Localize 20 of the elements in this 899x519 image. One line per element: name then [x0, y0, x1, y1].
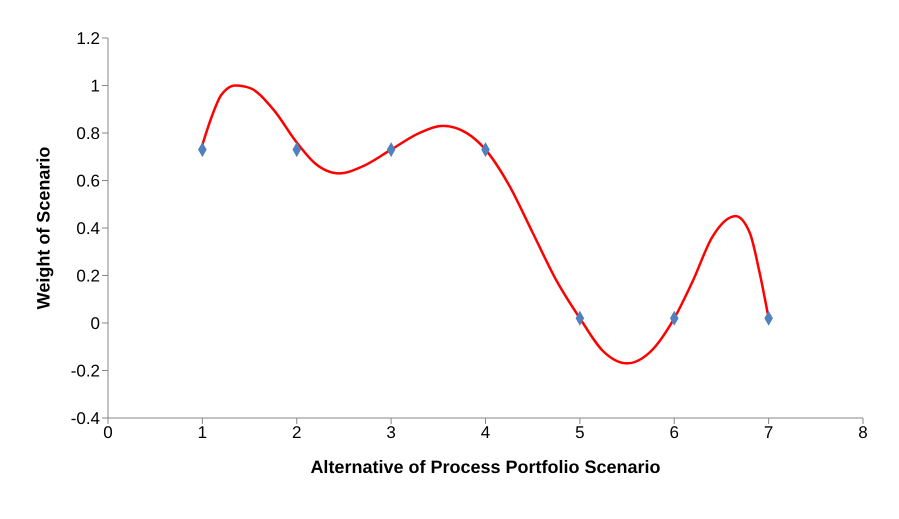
x-tick-label: 6 — [670, 423, 679, 442]
x-tick-label: 8 — [858, 423, 868, 442]
y-tick-label: 0.2 — [76, 266, 100, 286]
y-tick-label: 1.2 — [76, 29, 100, 48]
x-tick-label: 4 — [480, 423, 490, 442]
x-tick-label: 5 — [575, 423, 585, 442]
x-tick-label: 0 — [103, 423, 113, 442]
x-tick-label: 1 — [198, 423, 208, 442]
y-tick-label: 0.8 — [76, 124, 100, 144]
y-axis-title: Weight of Scenario — [33, 146, 54, 310]
x-axis-title: Alternative of Process Portfolio Scenario — [310, 457, 661, 477]
y-tick-label: 1 — [90, 76, 100, 96]
x-tick-label: 3 — [386, 423, 396, 442]
y-tick-label: 0.4 — [76, 219, 100, 238]
y-tick-label: -0.2 — [70, 362, 100, 381]
y-tick-label: 0 — [90, 314, 100, 334]
x-tick-label: 7 — [764, 423, 774, 442]
y-tick-label: 0.6 — [76, 172, 100, 191]
x-tick-label: 2 — [292, 423, 302, 442]
y-tick-label: -0.4 — [70, 409, 100, 428]
